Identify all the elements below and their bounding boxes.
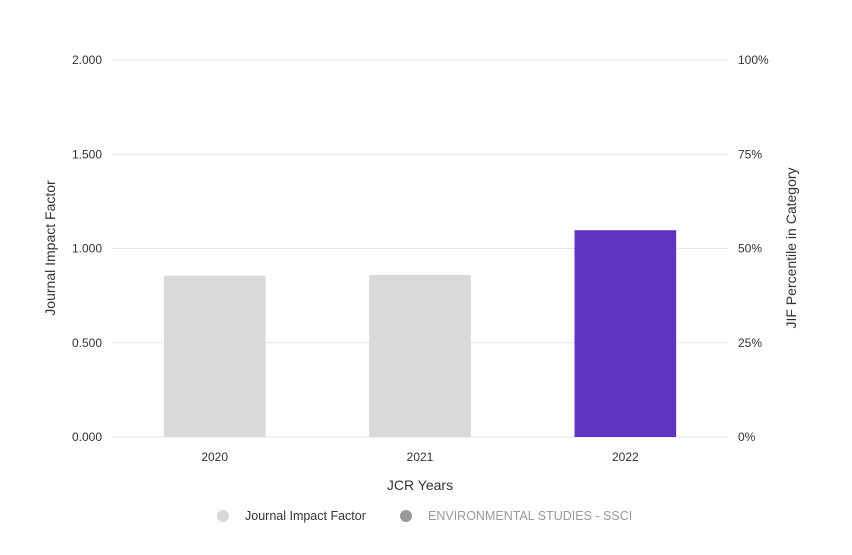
y-axis-right-ticks: 0% 25% 50% 75% 100% [738,53,769,444]
bar-2020[interactable] [163,275,266,437]
x-tick-label: 2020 [201,450,228,464]
legend-label-environmental-studies: ENVIRONMENTAL STUDIES - SSCI [428,509,632,523]
x-axis-title: JCR Years [387,477,453,493]
legend-marker-journal-impact-factor [217,510,229,522]
y2-tick-label: 50% [738,242,762,256]
bar-2021[interactable] [369,274,471,437]
y-tick-label: 0.500 [72,336,102,350]
legend-label-journal-impact-factor: Journal Impact Factor [245,509,366,523]
bar-series [163,230,677,437]
x-axis-ticks: 2020 2021 2022 [201,450,639,464]
y-axis-title: Journal Impact Factor [42,180,58,316]
y2-tick-label: 75% [738,147,762,161]
y-axis-left-ticks: 0.000 0.500 1.000 1.500 2.000 [72,53,102,444]
y2-tick-label: 25% [738,336,762,350]
bar-2022[interactable] [574,230,677,437]
y-tick-label: 1.500 [72,147,102,161]
legend-marker-environmental-studies [400,510,412,522]
y-tick-label: 2.000 [72,53,102,67]
y2-tick-label: 100% [738,53,769,67]
legend-item-environmental-studies[interactable]: ENVIRONMENTAL STUDIES - SSCI [400,509,632,523]
y2-tick-label: 0% [738,430,756,444]
x-tick-label: 2022 [612,450,639,464]
y-tick-label: 1.000 [72,242,102,256]
legend: Journal Impact Factor ENVIRONMENTAL STUD… [217,509,632,523]
y2-axis-title: JIF Percentile in Category [783,167,799,328]
y-tick-label: 0.000 [72,430,102,444]
x-tick-label: 2021 [407,450,434,464]
legend-item-journal-impact-factor[interactable]: Journal Impact Factor [217,509,366,523]
